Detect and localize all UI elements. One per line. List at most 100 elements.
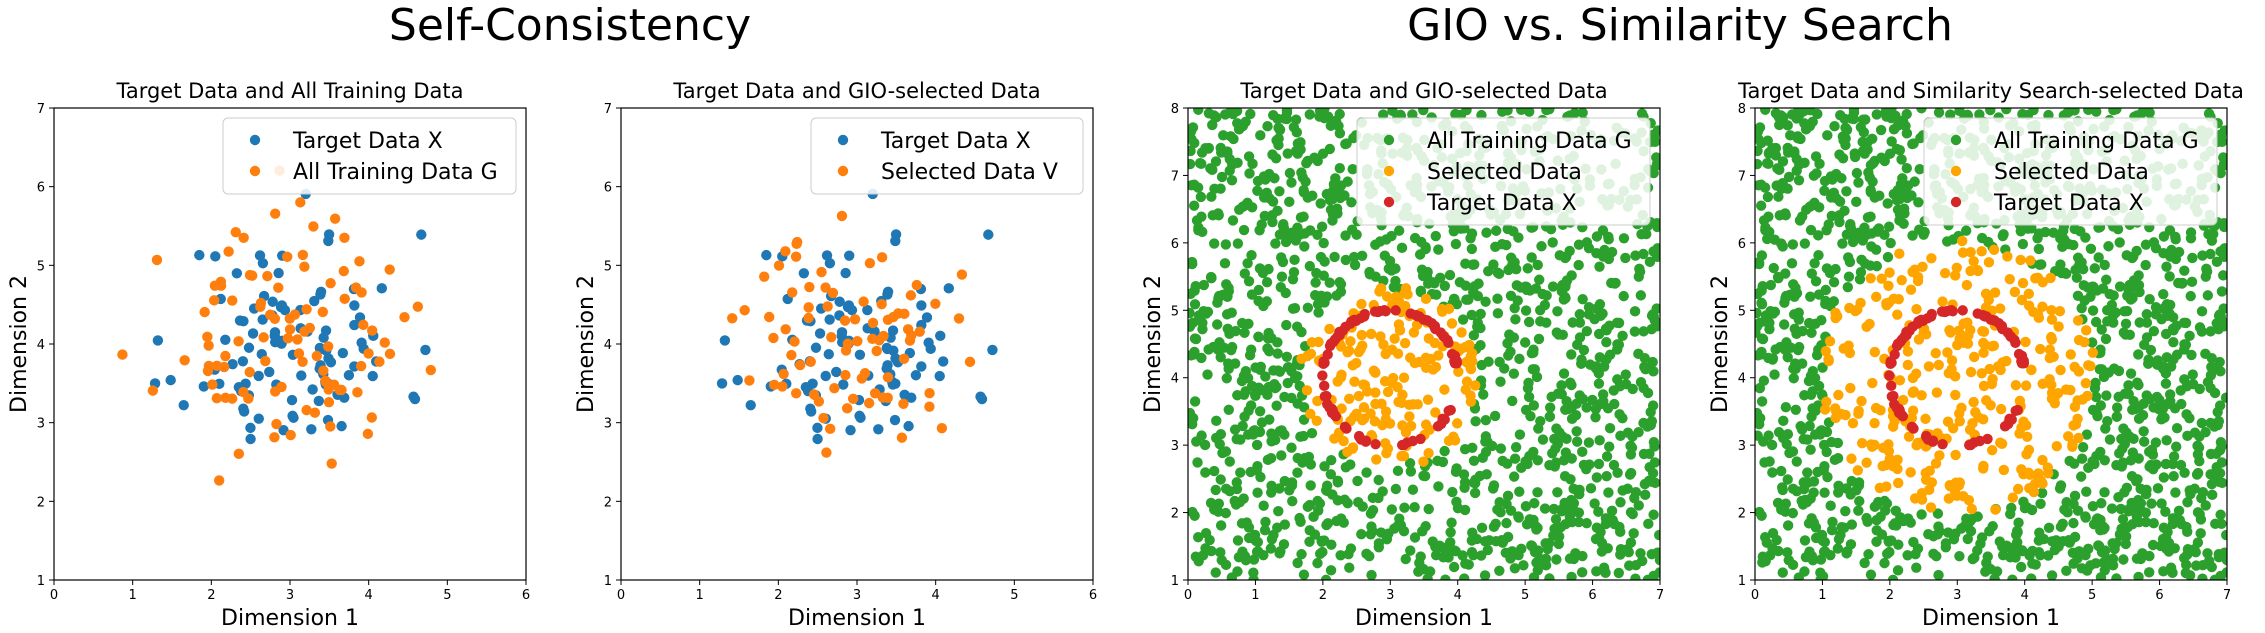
data-point (2048, 227, 2059, 238)
data-point (1831, 193, 1842, 204)
y-tick-label: 4 (1171, 372, 1179, 387)
data-point (1473, 278, 1484, 289)
data-point (1954, 333, 1965, 345)
data-point (1799, 535, 1811, 546)
data-point (1442, 334, 1453, 346)
data-point (838, 379, 849, 390)
data-point (2083, 462, 2094, 474)
data-point (1809, 258, 1820, 269)
data-point (1805, 444, 1816, 455)
data-point (2179, 467, 2190, 478)
data-point (220, 350, 231, 362)
data-point (976, 393, 988, 405)
data-point (2035, 550, 2046, 561)
data-point (786, 349, 797, 361)
data-point (1978, 326, 1990, 337)
data-point (1223, 358, 1234, 369)
data-point (1556, 506, 1567, 517)
data-point (1848, 108, 1860, 116)
data-point (854, 349, 866, 360)
data-point (329, 213, 341, 224)
data-point (844, 250, 855, 261)
data-point (1771, 534, 1782, 546)
data-point (1943, 493, 1955, 504)
data-point (1633, 427, 1644, 438)
data-point (1542, 543, 1553, 555)
data-point (2060, 384, 2072, 395)
data-point (1459, 443, 1471, 455)
data-point (1415, 551, 1426, 562)
data-point (846, 304, 858, 316)
data-point (812, 422, 823, 434)
data-point (1972, 511, 1983, 522)
data-point (1603, 253, 1615, 265)
data-point (1552, 306, 1563, 317)
data-point (1805, 108, 1816, 116)
data-point (1820, 298, 1831, 310)
data-point (2027, 545, 2038, 557)
data-point (1439, 280, 1451, 292)
data-point (1188, 145, 1196, 157)
data-point (1903, 431, 1915, 442)
data-point (916, 361, 927, 372)
data-point (1319, 108, 1330, 114)
data-point (1374, 236, 1386, 247)
x-tick-label: 3 (286, 588, 294, 603)
data-point (1240, 365, 1252, 377)
data-point (1964, 439, 1975, 451)
data-point (803, 302, 814, 313)
data-point (1755, 307, 1762, 319)
data-point (1444, 542, 1455, 554)
data-point (1782, 147, 1794, 158)
data-point (1206, 272, 1217, 283)
data-point (2096, 498, 2107, 509)
data-point (1211, 415, 1222, 427)
data-point (1908, 138, 1919, 149)
data-point (1547, 281, 1559, 292)
x-tick-label: 5 (443, 588, 451, 603)
data-point (1870, 402, 1882, 414)
data-point (1609, 278, 1621, 289)
data-point (286, 394, 298, 406)
data-point (1238, 493, 1249, 504)
data-point (1440, 574, 1451, 580)
data-point (2187, 369, 2198, 380)
data-point (311, 350, 323, 362)
data-point (1793, 175, 1805, 186)
data-point (1818, 546, 1830, 558)
data-point (1556, 380, 1567, 391)
data-point (1292, 138, 1304, 149)
data-point (1861, 457, 1872, 468)
data-point (1615, 497, 1626, 508)
data-point (1223, 404, 1234, 415)
data-point (1276, 450, 1287, 461)
data-point (2011, 525, 2023, 537)
data-point (1269, 378, 1280, 390)
data-point (1226, 175, 1238, 186)
data-point (1336, 403, 1347, 414)
legend-label: Target Data X (1993, 191, 2144, 216)
data-point (2054, 306, 2066, 317)
data-point (2062, 507, 2073, 518)
data-point (354, 256, 365, 267)
data-point (1369, 416, 1381, 427)
data-point (2138, 426, 2149, 437)
data-point (2221, 567, 2227, 578)
data-point (309, 407, 321, 418)
data-point (2200, 348, 2211, 360)
data-point (1448, 561, 1460, 573)
data-point (269, 327, 281, 338)
data-point (1304, 109, 1315, 120)
data-point (1195, 191, 1207, 203)
data-point (1887, 574, 1899, 580)
data-point (355, 360, 367, 372)
data-point (2171, 441, 2182, 452)
data-point (2079, 336, 2090, 348)
data-point (1581, 518, 1592, 529)
y-tick-label: 1 (604, 574, 612, 589)
data-point (1755, 200, 1767, 211)
data-point (1516, 462, 1527, 474)
data-point (1417, 526, 1428, 537)
data-point (202, 331, 213, 343)
